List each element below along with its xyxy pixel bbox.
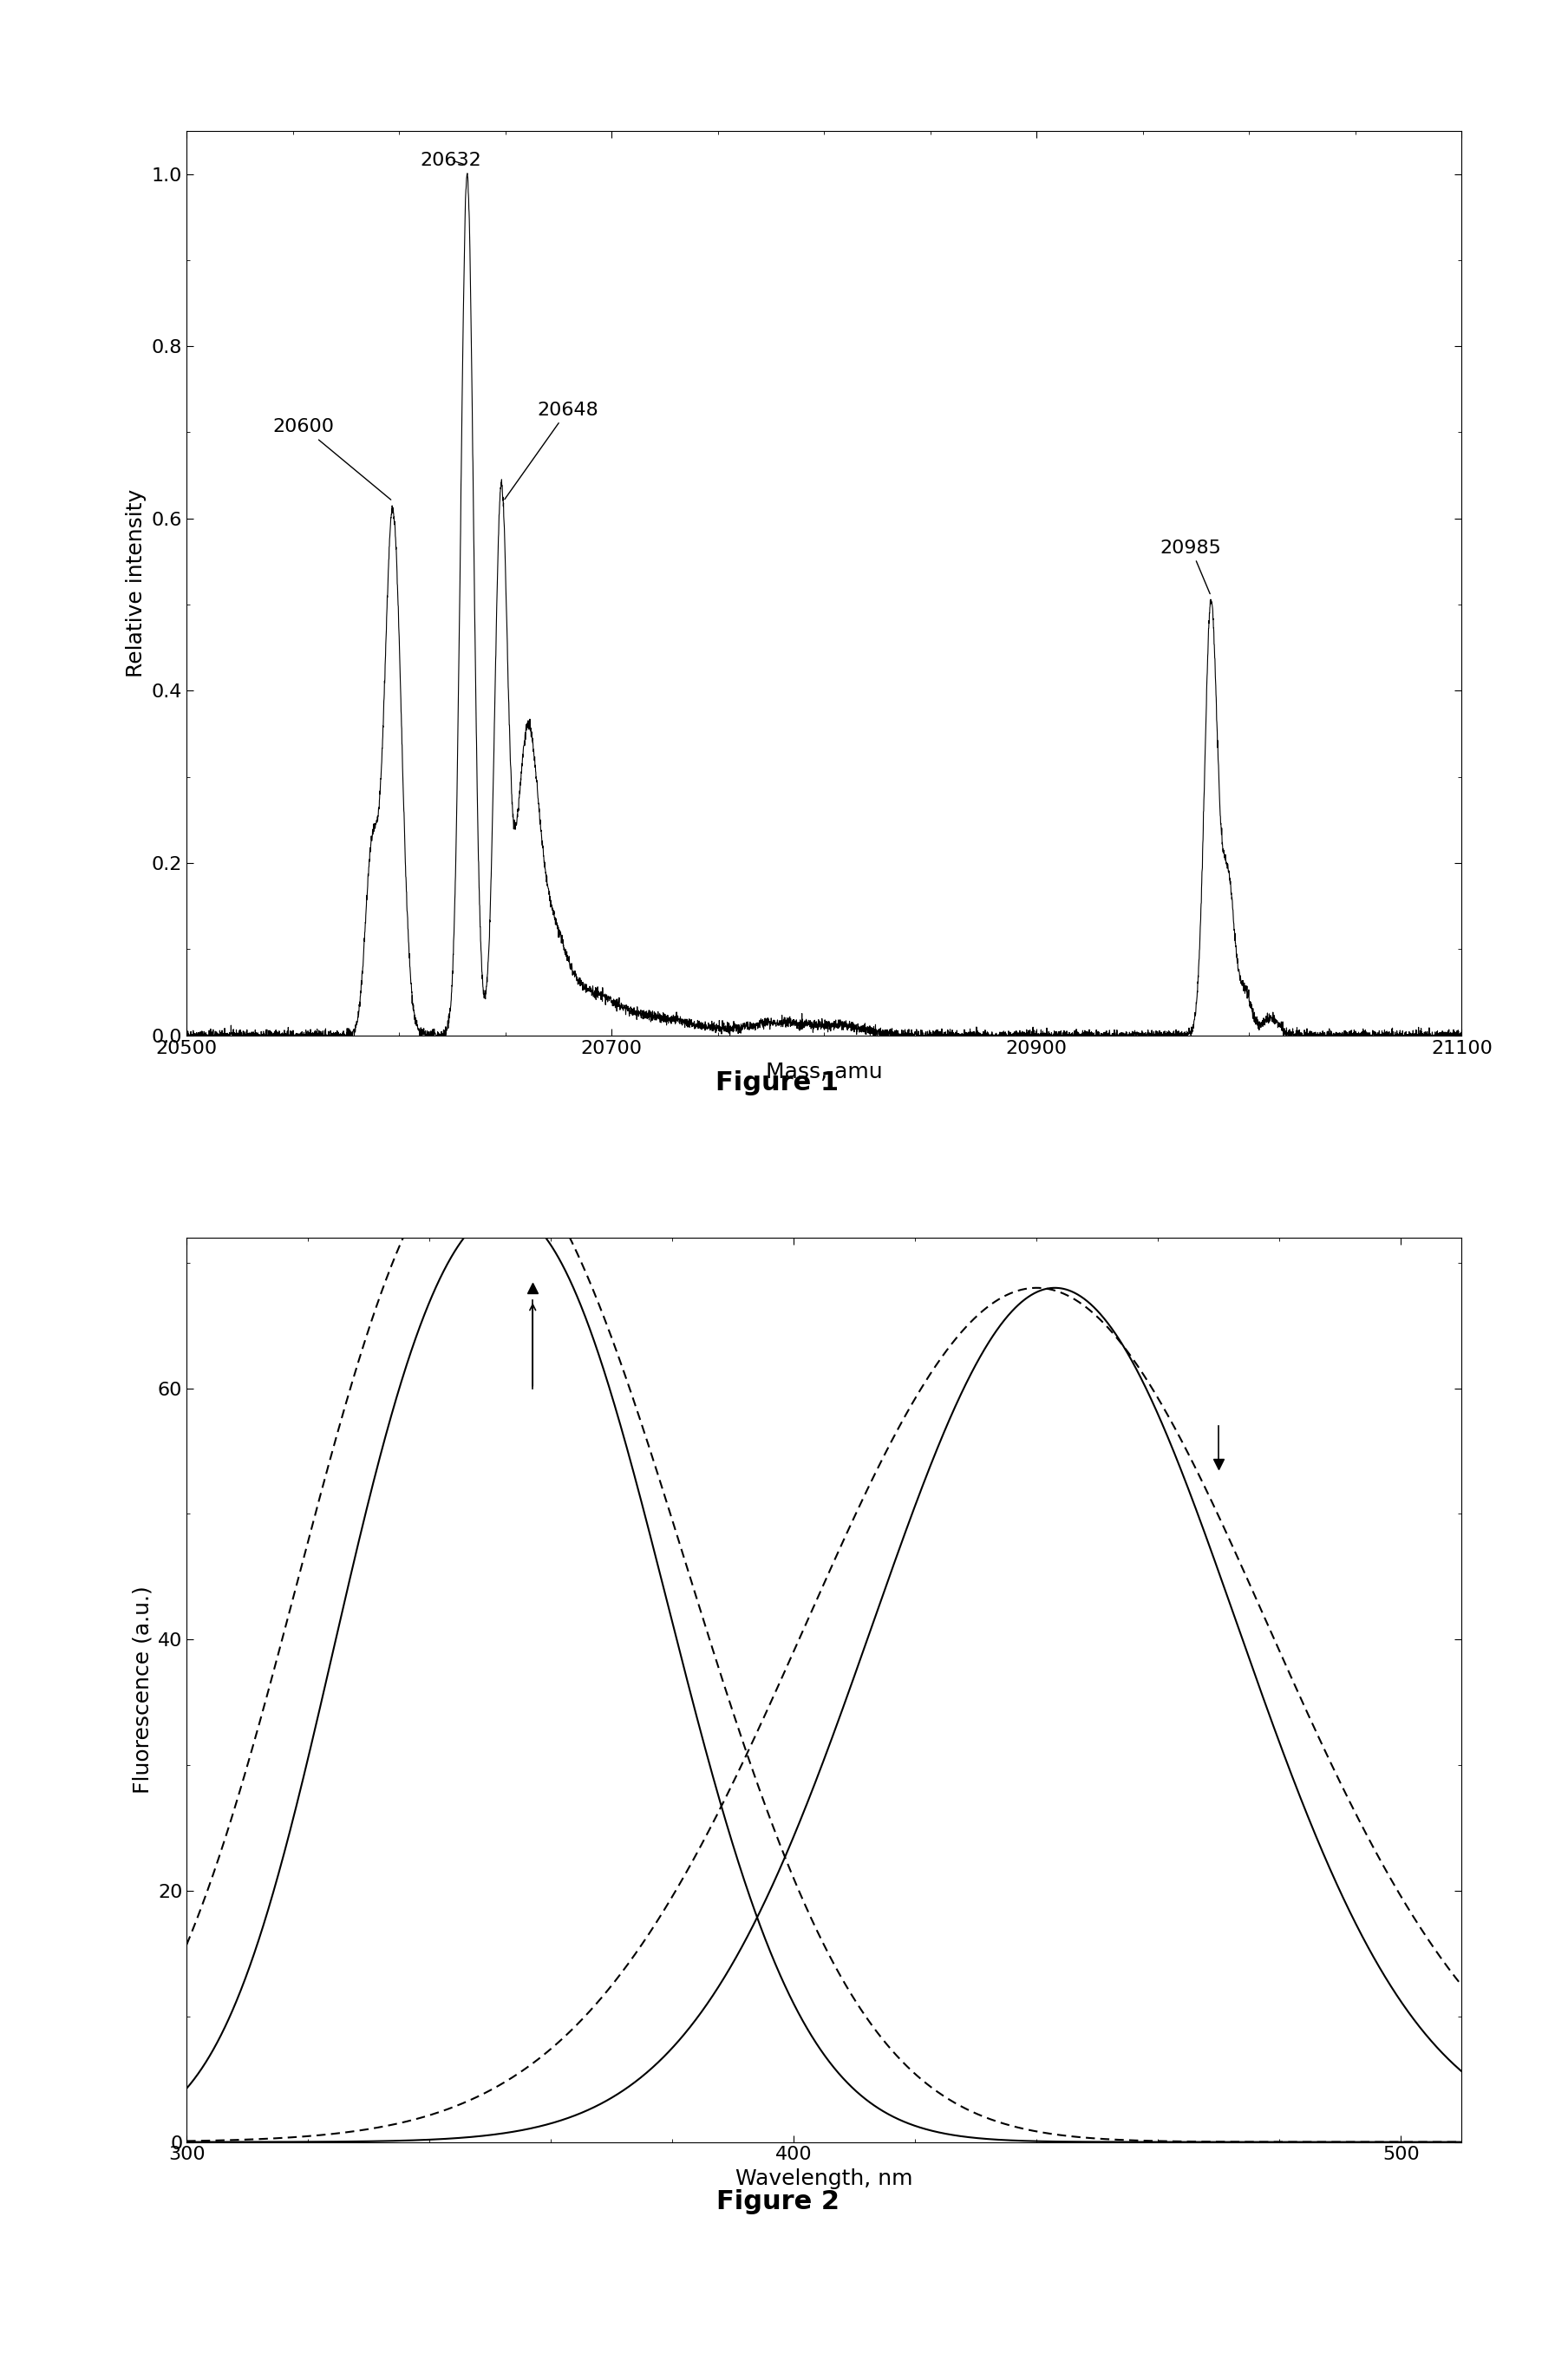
Text: 20632: 20632: [420, 152, 482, 169]
Y-axis label: Relative intensity: Relative intensity: [126, 488, 146, 678]
Text: Figure 2: Figure 2: [715, 2190, 840, 2213]
Text: 20985: 20985: [1160, 540, 1221, 593]
X-axis label: Mass, amu: Mass, amu: [765, 1061, 883, 1083]
X-axis label: Wavelength, nm: Wavelength, nm: [736, 2168, 913, 2190]
Text: 20648: 20648: [505, 402, 599, 500]
Text: 20600: 20600: [272, 419, 390, 500]
Text: Figure 1: Figure 1: [715, 1071, 840, 1095]
Y-axis label: Fluorescence (a.u.): Fluorescence (a.u.): [132, 1585, 152, 1795]
